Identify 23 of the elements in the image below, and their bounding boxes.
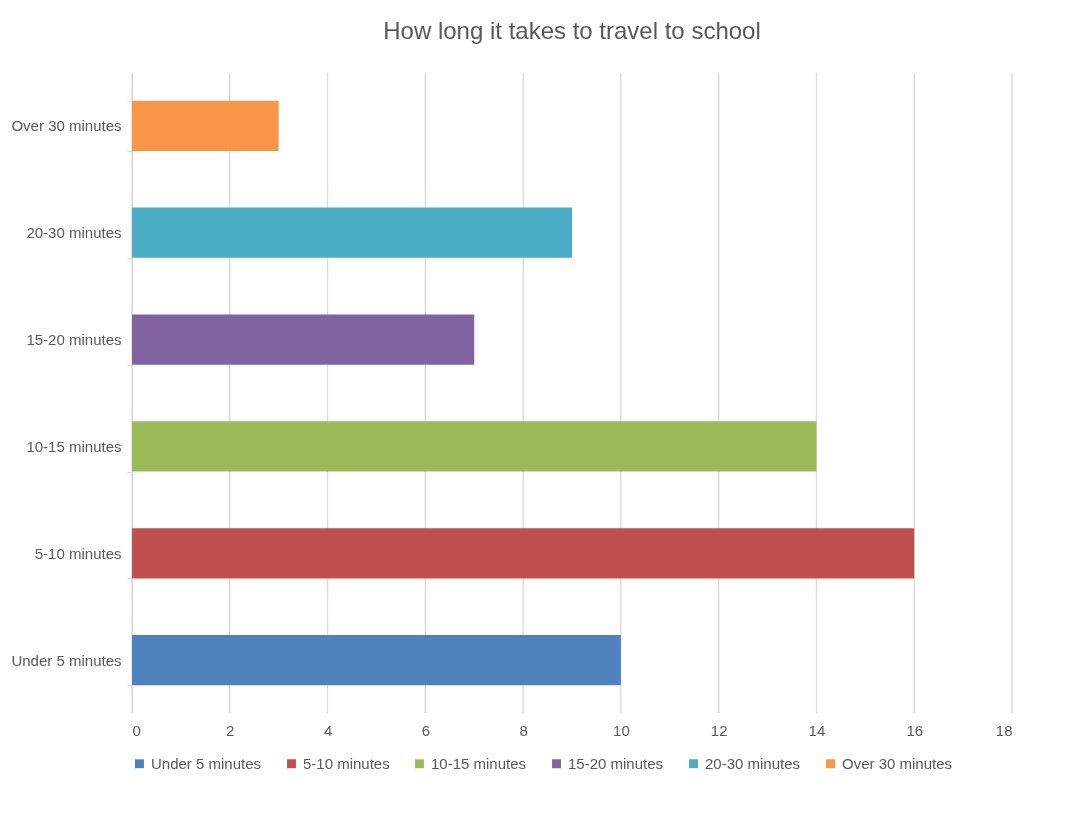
y-tick-label: 15-20 minutes <box>26 331 122 349</box>
x-tick-label: 16 <box>906 721 924 739</box>
x-tick-label: 6 <box>421 721 431 739</box>
x-tick-label: 14 <box>808 721 826 739</box>
legend-label: 5-10 minutes <box>303 754 390 772</box>
y-tick-label: 5-10 minutes <box>34 544 122 562</box>
x-tick-label: 18 <box>995 721 1013 739</box>
x-tick-label: 4 <box>323 721 333 739</box>
legend-label: 10-15 minutes <box>431 754 527 772</box>
x-tick-label: 0 <box>132 721 141 739</box>
chart-title: How long it takes to travel to school <box>383 17 761 44</box>
x-tick-label: 8 <box>519 721 528 739</box>
legend-label: Under 5 minutes <box>151 754 262 772</box>
y-tick-label: Under 5 minutes <box>11 651 122 669</box>
legend-label: 15-20 minutes <box>568 754 664 772</box>
x-tick-label: 10 <box>613 721 630 739</box>
legend-label: 20-30 minutes <box>705 754 801 772</box>
x-tick-label: 2 <box>226 721 235 739</box>
x-tick-label: 12 <box>710 721 728 739</box>
y-tick-label: 20-30 minutes <box>26 224 122 242</box>
legend-label: Over 30 minutes <box>842 754 953 772</box>
y-tick-label: Over 30 minutes <box>11 117 122 135</box>
y-tick-label: 10-15 minutes <box>26 437 122 455</box>
